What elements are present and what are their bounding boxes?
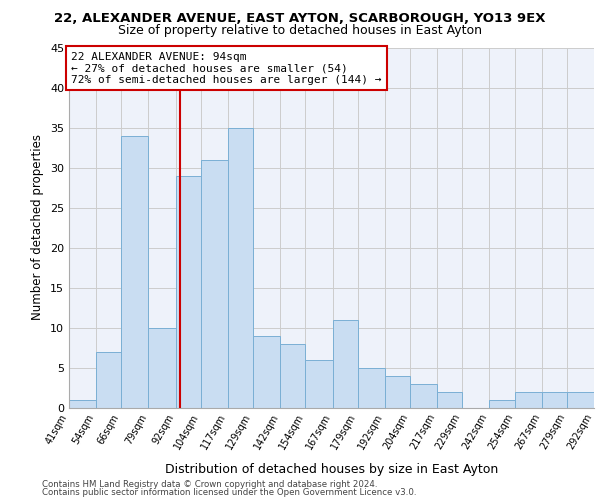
Bar — [410, 384, 437, 407]
Bar — [515, 392, 542, 407]
Bar — [358, 368, 385, 408]
Text: Size of property relative to detached houses in East Ayton: Size of property relative to detached ho… — [118, 24, 482, 37]
Bar — [305, 360, 332, 408]
X-axis label: Distribution of detached houses by size in East Ayton: Distribution of detached houses by size … — [165, 462, 498, 475]
Text: 22, ALEXANDER AVENUE, EAST AYTON, SCARBOROUGH, YO13 9EX: 22, ALEXANDER AVENUE, EAST AYTON, SCARBO… — [54, 12, 546, 26]
Bar — [148, 328, 176, 407]
Text: 22 ALEXANDER AVENUE: 94sqm
← 27% of detached houses are smaller (54)
72% of semi: 22 ALEXANDER AVENUE: 94sqm ← 27% of deta… — [71, 52, 382, 84]
Bar — [253, 336, 280, 407]
Bar — [96, 352, 121, 408]
Text: Contains HM Land Registry data © Crown copyright and database right 2024.: Contains HM Land Registry data © Crown c… — [42, 480, 377, 489]
Bar — [437, 392, 462, 407]
Bar — [69, 400, 96, 407]
Bar — [542, 392, 567, 407]
Bar — [490, 400, 515, 407]
Bar — [228, 128, 253, 407]
Bar — [567, 392, 594, 407]
Bar — [280, 344, 305, 407]
Bar — [332, 320, 358, 408]
Bar — [121, 136, 148, 407]
Text: Contains public sector information licensed under the Open Government Licence v3: Contains public sector information licen… — [42, 488, 416, 497]
Bar — [385, 376, 410, 408]
Y-axis label: Number of detached properties: Number of detached properties — [31, 134, 44, 320]
Bar — [201, 160, 228, 408]
Bar — [176, 176, 201, 408]
